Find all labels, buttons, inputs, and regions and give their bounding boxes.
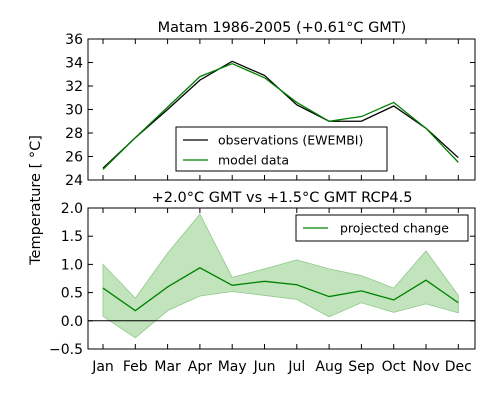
y-tick-label: 24	[65, 173, 83, 189]
projected-change-band	[102, 213, 459, 339]
series-line-2	[102, 62, 459, 170]
chart-title: Matam 1986-2005 (+0.61°C GMT)	[158, 20, 407, 36]
plot-frame	[87, 207, 476, 350]
x-tick-label: Dec	[445, 359, 472, 375]
x-tick-label: Mar	[154, 359, 181, 375]
chart-title: +2.0°C GMT vs +1.5°C GMT RCP4.5	[152, 190, 413, 206]
x-ticks	[102, 208, 459, 349]
y-tick-label: 0.5	[61, 286, 83, 302]
y-axis-label: Temperature [ °C]	[28, 135, 44, 266]
y-tick-label: 28	[65, 126, 83, 142]
x-tick-label: Feb	[123, 359, 148, 375]
y-tick-label: 0.0	[61, 314, 83, 330]
x-tick-label: Apr	[188, 359, 212, 375]
y-tick-label: 32	[65, 79, 83, 95]
projected-change-chart: +2.0°C GMT vs +1.5°C GMT RCP4.5 −0.5 0.0 0…	[49, 190, 476, 375]
y-tick-label: 30	[65, 103, 83, 119]
legend-label: model data	[218, 153, 289, 168]
uncertainty-band	[102, 213, 459, 339]
x-tick-label: May	[218, 359, 247, 375]
y-ticks: −0.5 0.0 0.5 1.0 1.5 2.0	[49, 201, 475, 358]
y-tick-label: 1.5	[61, 229, 83, 245]
x-tick-label: Oct	[382, 359, 407, 375]
observations-chart: Matam 1986-2005 (+0.61°C GMT) 24 26 28 30 32…	[65, 20, 476, 189]
y-tick-label: 2.0	[61, 201, 83, 217]
y-tick-label: 34	[65, 56, 83, 72]
series-group	[102, 60, 459, 170]
y-tick-label: 1.0	[61, 257, 83, 273]
series-group	[102, 267, 459, 312]
y-tick-label: 36	[65, 32, 83, 48]
x-tick-label: Jan	[91, 359, 114, 375]
y-tick-label: 26	[65, 150, 83, 166]
legend-label: observations (EWEMBI)	[218, 133, 363, 148]
x-ticks	[102, 39, 459, 180]
x-tick-label: Jul	[287, 359, 305, 375]
y-tick-label: −0.5	[49, 342, 83, 358]
x-tick-label: Jun	[253, 359, 276, 375]
legend-label: projected change	[340, 221, 449, 236]
x-tick-label: Sep	[348, 359, 375, 375]
plot-frame	[87, 38, 476, 181]
x-tick-label: Nov	[412, 359, 439, 375]
legend: projected change	[295, 214, 469, 242]
legend-box	[175, 126, 388, 172]
x-tick-labels: Jan Feb Mar Apr May Jun Jul Aug Sep Oct Nov Dec	[91, 359, 472, 375]
legend: observations (EWEMBI) model data	[175, 126, 388, 172]
x-tick-label: Aug	[315, 359, 342, 375]
series-line-1	[102, 267, 459, 312]
